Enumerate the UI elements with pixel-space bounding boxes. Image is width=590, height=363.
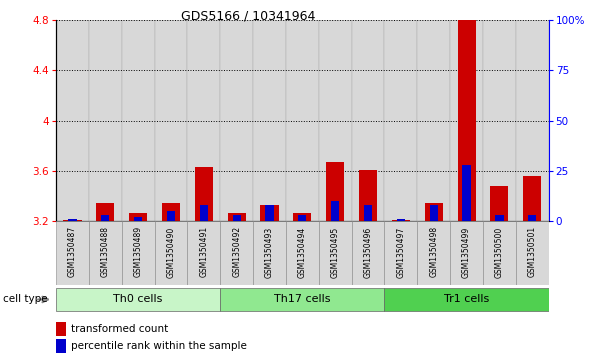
Bar [352, 221, 385, 285]
Bar [253, 221, 286, 285]
Text: GSM1350493: GSM1350493 [265, 226, 274, 278]
Text: GSM1350499: GSM1350499 [462, 226, 471, 278]
Bar [228, 213, 245, 221]
Bar [392, 220, 410, 221]
Bar [352, 20, 385, 221]
Text: percentile rank within the sample: percentile rank within the sample [71, 341, 247, 351]
Bar [122, 221, 155, 285]
Text: GSM1350492: GSM1350492 [232, 227, 241, 277]
Bar [64, 220, 81, 221]
Bar [397, 219, 405, 221]
Bar [129, 213, 147, 221]
Bar [253, 20, 286, 221]
Bar [490, 186, 509, 221]
Bar [286, 20, 319, 221]
Bar [385, 287, 549, 311]
Text: GSM1350497: GSM1350497 [396, 226, 405, 278]
Text: GSM1350489: GSM1350489 [134, 227, 143, 277]
Bar [56, 20, 89, 221]
Bar [458, 17, 476, 221]
Bar [523, 176, 541, 221]
Bar [293, 213, 312, 221]
Bar [385, 20, 417, 221]
Bar [483, 20, 516, 221]
Bar [167, 211, 175, 221]
Bar [89, 221, 122, 285]
Bar [68, 219, 77, 221]
Text: GSM1350494: GSM1350494 [298, 226, 307, 278]
Bar [425, 203, 442, 221]
Bar [56, 221, 89, 285]
Bar [56, 339, 67, 353]
Bar [430, 205, 438, 221]
Text: GSM1350491: GSM1350491 [199, 227, 208, 277]
Bar [450, 20, 483, 221]
Bar [463, 165, 471, 221]
Bar [528, 215, 536, 221]
Bar [319, 20, 352, 221]
Bar [56, 287, 220, 311]
Bar [516, 221, 549, 285]
Bar [417, 221, 450, 285]
Text: GSM1350487: GSM1350487 [68, 227, 77, 277]
Bar [417, 20, 450, 221]
Text: GSM1350488: GSM1350488 [101, 227, 110, 277]
Bar [220, 221, 253, 285]
Text: GSM1350501: GSM1350501 [528, 227, 537, 277]
Bar [299, 215, 306, 221]
Bar [220, 20, 253, 221]
Text: GDS5166 / 10341964: GDS5166 / 10341964 [181, 9, 315, 22]
Text: GSM1350496: GSM1350496 [363, 226, 372, 278]
Text: GSM1350500: GSM1350500 [495, 226, 504, 278]
Bar [286, 221, 319, 285]
Bar [364, 205, 372, 221]
Bar [155, 20, 188, 221]
Text: transformed count: transformed count [71, 324, 168, 334]
Bar [155, 221, 188, 285]
Bar [326, 162, 344, 221]
Text: GSM1350498: GSM1350498 [430, 227, 438, 277]
Text: Tr1 cells: Tr1 cells [444, 294, 489, 304]
Text: Th0 cells: Th0 cells [113, 294, 163, 304]
Bar [261, 205, 278, 221]
Bar [195, 167, 213, 221]
Bar [516, 20, 549, 221]
Bar [122, 20, 155, 221]
Bar [162, 203, 180, 221]
Bar [96, 203, 114, 221]
Bar [331, 201, 339, 221]
Bar [232, 215, 241, 221]
Bar [266, 205, 274, 221]
Bar [188, 20, 220, 221]
Text: cell type: cell type [3, 294, 48, 305]
Bar [496, 215, 503, 221]
Bar [220, 287, 385, 311]
Text: GSM1350490: GSM1350490 [166, 226, 175, 278]
Bar [319, 221, 352, 285]
Bar [483, 221, 516, 285]
Bar [134, 217, 142, 221]
Bar [89, 20, 122, 221]
Text: Th17 cells: Th17 cells [274, 294, 330, 304]
Bar [56, 322, 67, 336]
Bar [188, 221, 220, 285]
Bar [359, 170, 377, 221]
Bar [101, 215, 109, 221]
Bar [450, 221, 483, 285]
Bar [200, 205, 208, 221]
Bar [385, 221, 417, 285]
Text: GSM1350495: GSM1350495 [331, 226, 340, 278]
